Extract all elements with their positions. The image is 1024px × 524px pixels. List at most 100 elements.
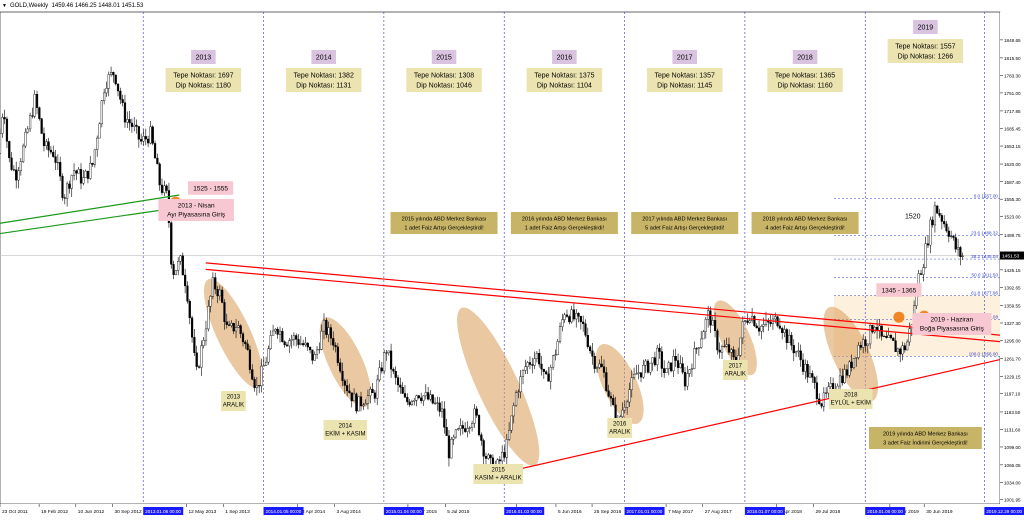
candle-body-357	[825, 392, 828, 394]
candle-body-392	[906, 341, 909, 351]
candle-body-130	[299, 343, 302, 345]
x-tick-highlight-bg-4	[624, 507, 665, 515]
candle-body-71	[163, 185, 166, 193]
candle-body-410	[947, 230, 950, 237]
bottom-label-2016: 2016 ARALIK	[607, 418, 633, 438]
candle-body-103	[237, 325, 240, 328]
candle-body-51	[116, 83, 120, 92]
candle-body-198	[457, 428, 460, 431]
candle-body-120	[276, 328, 279, 335]
candle-body-24	[54, 156, 57, 163]
tepe-dip-box-2019: Tepe Noktası: 1557 Dip Noktası: 1266	[887, 39, 964, 63]
bottom-label-2013-line-2: ARALIK	[223, 403, 244, 409]
year-label-2016-bg	[552, 50, 577, 64]
candle-body-201	[464, 428, 467, 432]
fed-note-4-line-2: 4 adet Faiz Artışı Gerçekleştirdi!	[765, 226, 845, 232]
x-tick-highlight-label-7: 2019.12.29 00:00	[986, 509, 1022, 514]
candle-body-165	[380, 367, 383, 372]
candle-body-248	[572, 309, 576, 320]
candle-body-36	[82, 177, 85, 184]
year-label-2014: 2014	[311, 50, 336, 64]
bottom-label-2013: 2013 ARALIK	[221, 391, 246, 411]
candle-body-137	[315, 349, 319, 355]
candle-body-271	[626, 401, 629, 408]
candle-body-145	[334, 345, 337, 348]
candle-body-13	[28, 115, 32, 130]
x-tick-highlight-label-1: 2014.01.05 00:00	[266, 509, 302, 514]
tepe-dip-box-2013-line-2: Dip Noktası: 1180	[176, 83, 231, 90]
candle-body-289	[667, 362, 670, 369]
candle-body-12	[26, 128, 29, 133]
candle-body-287	[663, 368, 666, 373]
candle-body-294	[679, 363, 682, 368]
candle-body-211	[487, 454, 490, 459]
x-tick-label-7: 3 Aug 2014	[337, 509, 362, 515]
tepe-dip-box-2017-line-2: Dip Noktası: 1145	[657, 83, 712, 90]
candle-body-230	[531, 364, 534, 366]
candle-body-374	[864, 339, 867, 346]
candle-body-370	[855, 357, 858, 359]
candle-body-110	[253, 379, 256, 389]
ohlc-label: 1459.46 1466.25 1448.01 1451.53	[51, 3, 144, 9]
year-label-2017-bg	[672, 50, 697, 64]
candle-body-244	[563, 314, 566, 320]
candle-body-176	[406, 396, 409, 403]
candle-body-348	[804, 363, 807, 372]
candle-body-85	[195, 352, 198, 367]
year-label-2016-line-1: 2016	[557, 55, 573, 62]
candle-body-236	[545, 371, 548, 375]
candle-body-143	[329, 327, 333, 339]
bottom-label-2018-line-2: EYLÜL + EKİM	[831, 400, 871, 407]
candle-body-15	[33, 94, 36, 117]
candle-body-3	[5, 118, 9, 142]
candle-body-333	[769, 321, 772, 325]
candle-body-316	[730, 349, 733, 353]
candle-body-14	[31, 115, 34, 117]
candle-body-100	[230, 323, 233, 326]
tepe-dip-box-2017: Tepe Noktası: 1357 Dip Noktası: 1145	[646, 68, 723, 92]
candle-body-183	[422, 395, 425, 401]
candle-body-222	[512, 405, 515, 417]
candle-body-155	[357, 396, 360, 412]
bull-entry-box-bg	[912, 313, 992, 335]
candle-body-138	[318, 349, 321, 351]
candle-body-276	[637, 372, 640, 374]
candle-body-283	[653, 357, 657, 366]
candle-body-135	[311, 349, 314, 361]
candle-body-249	[575, 312, 578, 320]
bottom-label-2017-bg	[722, 360, 748, 380]
candle-body-54	[123, 102, 127, 123]
candle-body-115	[265, 361, 268, 366]
year-label-2014-line-1: 2014	[316, 55, 332, 62]
candle-body-363	[838, 375, 842, 387]
candle-body-263	[607, 390, 610, 397]
candle-body-400	[924, 243, 927, 268]
candle-body-380	[878, 325, 881, 331]
candle-body-91	[209, 296, 212, 307]
candle-body-383	[885, 336, 888, 338]
candle-body-309	[713, 320, 717, 331]
candle-body-101	[232, 323, 235, 332]
tepe-dip-box-2014-line-1: Tepe Noktası: 1382	[294, 73, 354, 80]
fed-note-5: 2019 yılında ABD Merkez Bankası 3 adet Fa…	[868, 427, 982, 449]
collapse-triangle-icon[interactable]: ▼	[2, 3, 7, 9]
x-tick-highlight-bg-2	[383, 507, 424, 515]
candle-body-258	[595, 367, 599, 369]
candle-body-255	[589, 346, 592, 352]
candle-body-122	[281, 330, 284, 342]
candle-body-322	[744, 320, 747, 322]
x-tick-label-0: 23 Oct 2011	[2, 509, 28, 515]
candle-body-9	[19, 161, 22, 172]
candle-body-172	[396, 377, 400, 386]
candle-body-7	[15, 169, 18, 181]
candle-body-226	[521, 370, 525, 377]
fed-note-3-bg	[631, 212, 739, 234]
candle-body-6	[12, 169, 15, 171]
candle-body-113	[260, 365, 263, 387]
y-tick-label-12: 1392.65	[1004, 286, 1021, 291]
candle-body-264	[609, 396, 613, 399]
candle-body-270	[623, 407, 626, 411]
y-tick-label-17: 1555.30	[1004, 197, 1021, 202]
candle-body-83	[190, 317, 194, 338]
